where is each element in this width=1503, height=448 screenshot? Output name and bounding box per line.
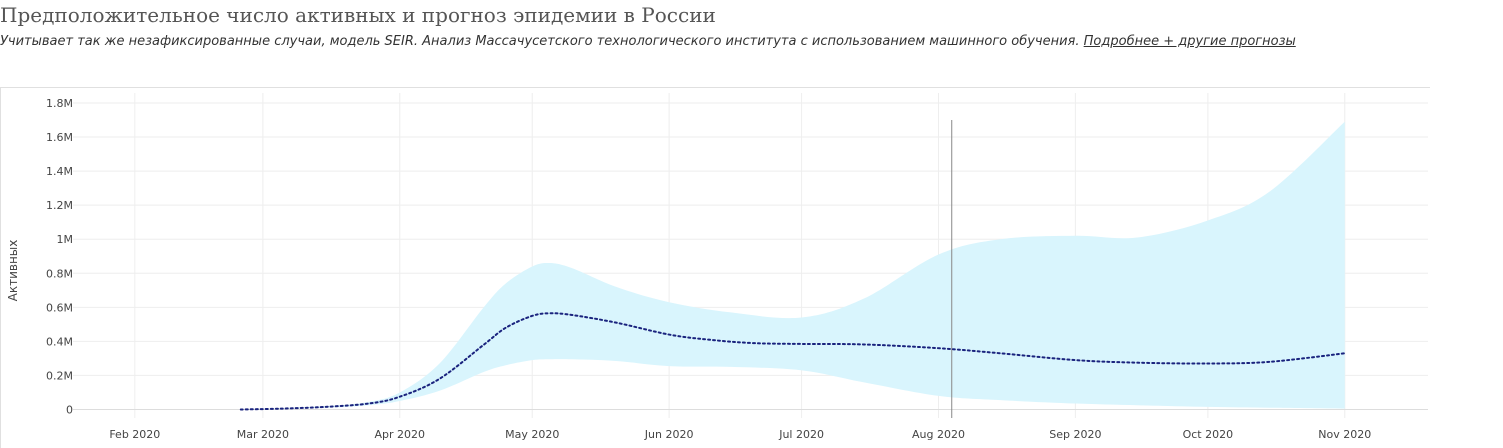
y-tick-label: 1.8M — [46, 97, 73, 110]
chart-svg[interactable]: 0 0.2M 0.4M 0.6M 0.8M 1M 1.2M 1.4M 1.6M 1.8M Feb … — [1, 88, 1429, 448]
chart-container[interactable]: 0 0.2M 0.4M 0.6M 0.8M 1M 1.2M 1.4M 1.6M 1.8M Feb … — [0, 87, 1430, 448]
y-tick-label: 0.2M — [46, 369, 73, 382]
x-tick-label: Nov 2020 — [1318, 428, 1371, 441]
x-tick-label: Aug 2020 — [912, 428, 965, 441]
band-layer — [240, 121, 1345, 410]
x-tick-label: Feb 2020 — [109, 428, 160, 441]
y-tick-label: 1.4M — [46, 165, 73, 178]
x-tick-label: Oct 2020 — [1183, 428, 1234, 441]
x-tick-label: May 2020 — [505, 428, 559, 441]
x-axis-ticks: Feb 2020 Mar 2020 Apr 2020 May 2020 Jun 2020… — [109, 428, 1371, 441]
x-tick-label: Apr 2020 — [375, 428, 426, 441]
confidence-band — [240, 121, 1345, 410]
chart-title: Предположительное число активных и прогн… — [0, 3, 716, 27]
y-tick-label: 0 — [66, 403, 73, 416]
y-axis-ticks: 0 0.2M 0.4M 0.6M 0.8M 1M 1.2M 1.4M 1.6M 1.8M — [46, 97, 73, 416]
x-tick-label: Jul 2020 — [778, 428, 824, 441]
y-tick-label: 0.4M — [46, 335, 73, 348]
chart-subtitle: Учитывает так же незафиксированные случа… — [0, 34, 1296, 49]
subtitle-text: Учитывает так же незафиксированные случа… — [0, 34, 1080, 49]
x-tick-label: Mar 2020 — [237, 428, 289, 441]
y-axis-label: Активных — [6, 240, 20, 302]
y-tick-label: 0.8M — [46, 267, 73, 280]
active-cases-line[interactable] — [239, 312, 1346, 411]
y-tick-label: 1M — [57, 233, 74, 246]
y-tick-label: 0.6M — [46, 301, 73, 314]
more-forecasts-link[interactable]: Подробнее + другие прогнозы — [1083, 34, 1296, 49]
y-tick-label: 1.6M — [46, 131, 73, 144]
line-layer — [239, 312, 1346, 411]
x-tick-label: Jun 2020 — [644, 428, 694, 441]
y-tick-label: 1.2M — [46, 199, 73, 212]
x-tick-label: Sep 2020 — [1049, 428, 1101, 441]
